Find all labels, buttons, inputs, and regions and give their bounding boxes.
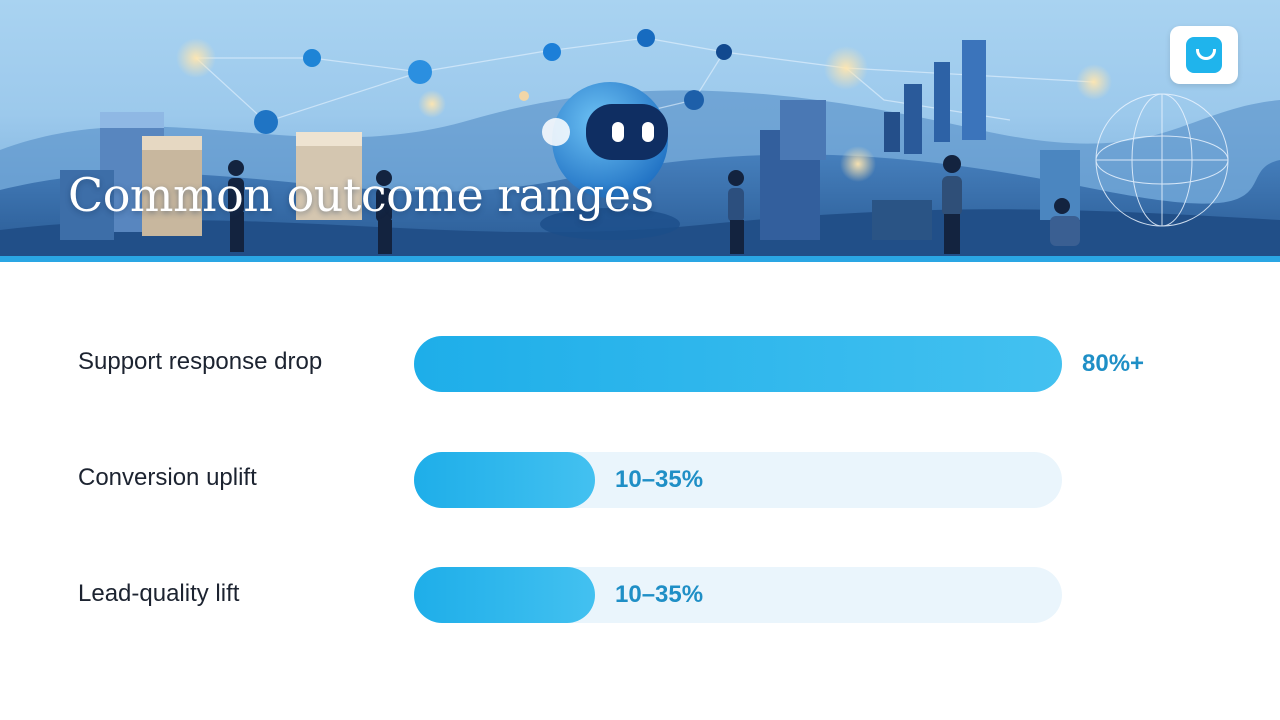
bar-track [414,567,1062,623]
bar-value-label: 80%+ [1082,350,1145,377]
header-banner: Common outcome ranges [0,0,1280,256]
bar-value-label: 10–35% [615,581,704,608]
bar-track [414,452,1062,508]
bar-label-conversion-uplift: Conversion uplift [78,464,257,491]
bar-support-response-drop [414,336,1062,392]
outcome-range-chart: Support response drop 80%+ Conversion up… [0,262,1280,720]
bar-conversion-uplift [414,452,595,508]
bar-lead-quality-lift [414,567,595,623]
page-title: Common outcome ranges [68,168,654,222]
bar-value-label: 10–35% [615,466,704,493]
bar-label-lead-quality-lift: Lead-quality lift [78,580,240,607]
bar-track [414,336,1062,392]
smile-logo-icon [1186,37,1222,73]
brand-logo [1170,26,1238,84]
banner-illustration [0,29,1280,256]
accent-divider [0,256,1280,262]
bar-label-support-response-drop: Support response drop [78,348,323,375]
